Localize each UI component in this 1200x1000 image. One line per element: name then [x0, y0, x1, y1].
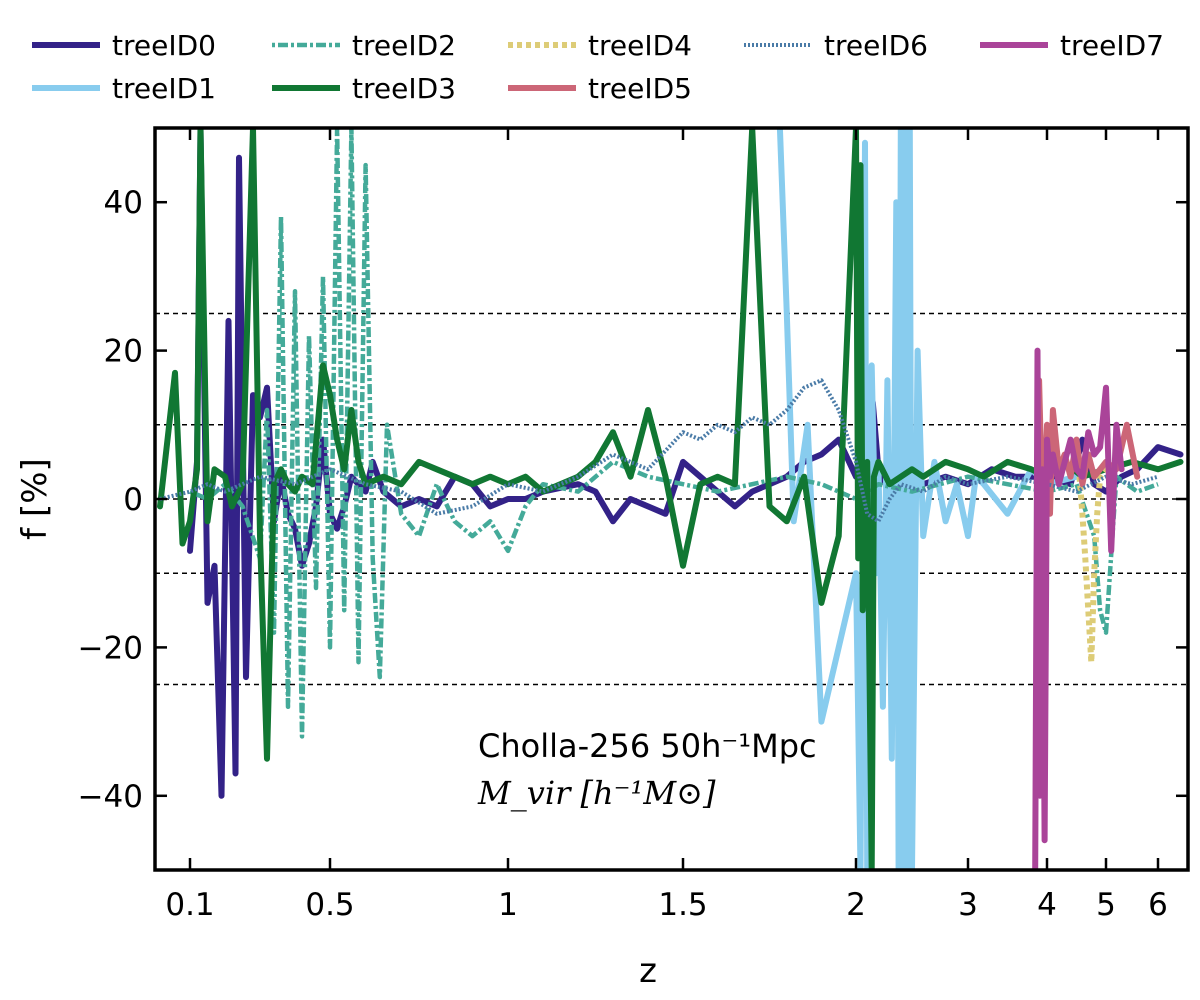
y-tick-label: −20 — [78, 630, 143, 666]
legend-label-treeid1: treeID1 — [112, 72, 216, 105]
x-tick-label: 2 — [846, 887, 866, 923]
x-tick-label: 6 — [1148, 887, 1168, 923]
legend-label-treeid7: treeID7 — [1060, 29, 1164, 62]
y-axis-title: f [%] — [15, 458, 55, 540]
series-line-treeid7 — [1032, 347, 1125, 870]
x-tick-label: 1 — [498, 887, 518, 923]
x-tick-label: 3 — [958, 887, 978, 923]
annotation-simulation: Cholla-256 50h⁻¹Mpc — [478, 727, 817, 765]
y-axis: −40 −20 0 20 40 — [78, 185, 1188, 815]
x-tick-label: 5 — [1096, 887, 1116, 923]
y-tick-label: 0 — [123, 482, 143, 518]
legend-label-treeid6: treeID6 — [824, 29, 928, 62]
x-axis: 0.1 0.5 1 1.5 2 3 4 5 6 — [165, 128, 1168, 923]
x-tick-label: 0.1 — [165, 887, 214, 923]
series-line-treeid6 — [159, 378, 1159, 524]
legend-label-treeid5: treeID5 — [588, 72, 692, 105]
legend-label-treeid3: treeID3 — [352, 72, 456, 105]
legend-label-treeid2: treeID2 — [352, 29, 456, 62]
x-tick-label: 4 — [1037, 887, 1057, 923]
x-tick-label: 1.5 — [658, 887, 707, 923]
legend-label-treeid4: treeID4 — [588, 29, 692, 62]
x-tick-label: 0.5 — [305, 887, 354, 923]
x-axis-title: z — [639, 951, 657, 991]
series-line-treeid1 — [776, 128, 1080, 870]
y-tick-label: 20 — [104, 334, 143, 370]
legend-label-treeid0: treeID0 — [112, 29, 216, 62]
y-tick-label: −40 — [78, 779, 143, 815]
series-group — [157, 128, 1184, 870]
y-tick-label: 40 — [104, 185, 143, 221]
annotation-quantity: M_vir [h⁻¹M⊙] — [477, 774, 716, 812]
legend: treeID0 treeID1 treeID2 treeID3 treeID4 treeI… — [32, 29, 1164, 105]
